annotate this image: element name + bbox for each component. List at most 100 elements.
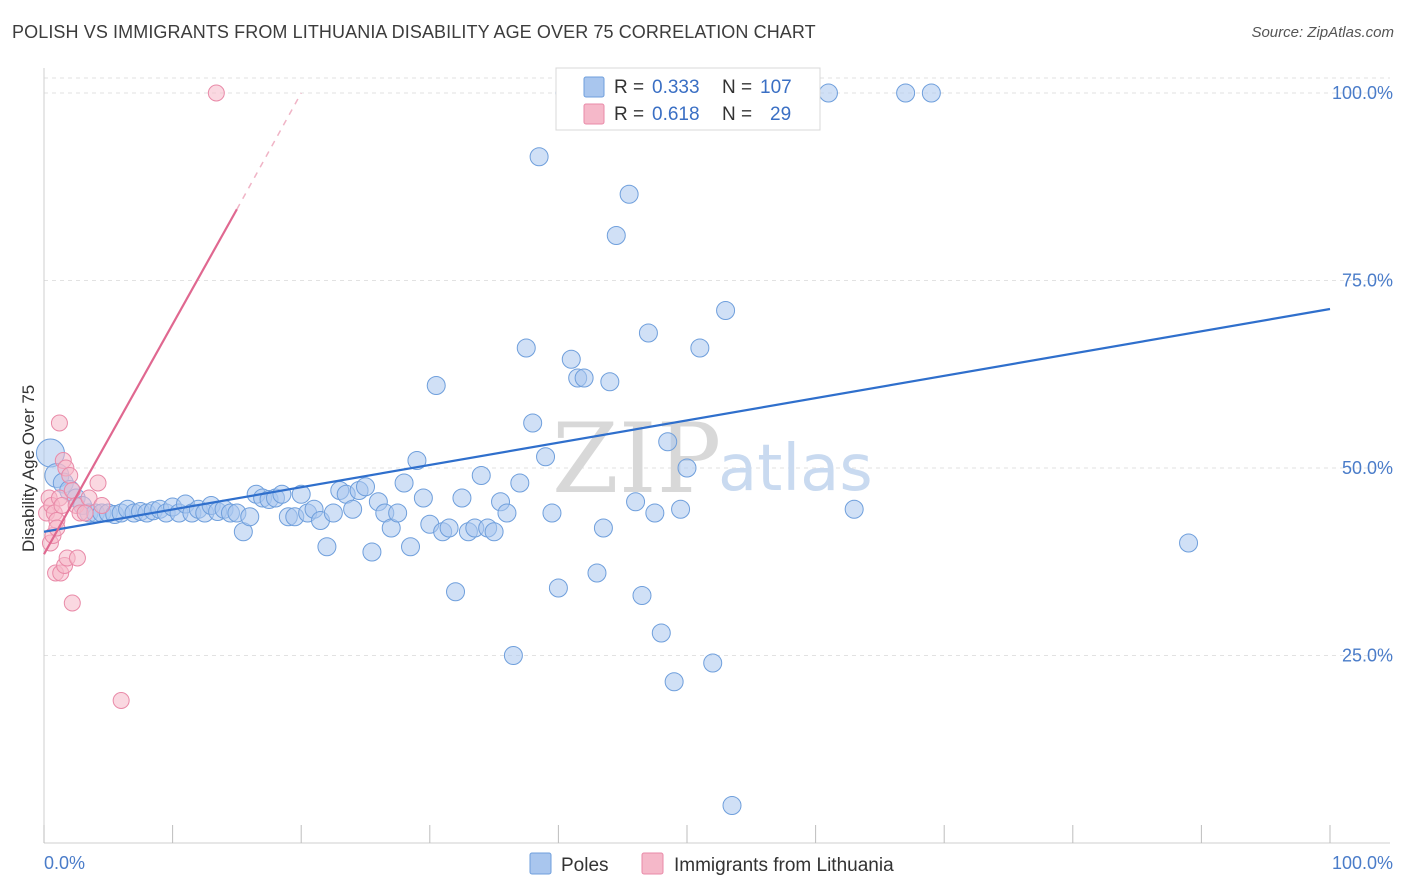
point-poles xyxy=(413,488,433,508)
x-tick-label-min: 0.0% xyxy=(44,853,85,873)
point-poles xyxy=(323,503,343,523)
chart-title: POLISH VS IMMIGRANTS FROM LITHUANIA DISA… xyxy=(12,22,816,42)
point-poles xyxy=(471,466,491,485)
point-poles xyxy=(536,447,556,467)
series-lithuania xyxy=(38,84,225,709)
y-tick-label: 25.0% xyxy=(1342,646,1393,666)
point-poles xyxy=(523,413,543,433)
point-lithuania xyxy=(76,504,94,522)
point-poles xyxy=(664,672,684,692)
point-poles xyxy=(426,376,446,395)
point-poles xyxy=(407,451,427,470)
legend-r-label-1: R = xyxy=(614,77,644,98)
y-tick-label: 100.0% xyxy=(1332,83,1393,103)
y-axis-label: Disability Age Over 75 xyxy=(19,385,38,552)
point-poles xyxy=(818,83,838,103)
point-lithuania xyxy=(50,414,68,432)
point-poles xyxy=(587,563,607,583)
point-poles xyxy=(343,499,363,519)
point-poles xyxy=(651,623,671,643)
point-poles xyxy=(722,796,742,815)
watermark: ZIP atlas xyxy=(552,403,873,515)
point-poles xyxy=(690,338,710,358)
bottom-legend-lithuania: Immigrants from Lithuania xyxy=(674,855,894,876)
point-lithuania xyxy=(63,482,81,499)
point-lithuania xyxy=(61,467,79,484)
point-poles xyxy=(921,83,941,103)
legend-n-label-1: N = xyxy=(722,77,752,98)
point-lithuania xyxy=(68,549,86,567)
point-poles xyxy=(548,578,568,598)
point-poles xyxy=(446,582,466,602)
point-poles xyxy=(593,518,613,538)
point-poles xyxy=(401,537,421,557)
point-poles xyxy=(439,518,459,538)
point-poles xyxy=(716,301,736,320)
x-ticks xyxy=(43,825,1331,843)
legend-n-value-1: 107 xyxy=(760,77,792,98)
point-poles xyxy=(394,473,414,493)
point-poles xyxy=(703,653,723,673)
point-poles xyxy=(561,349,581,369)
point-poles xyxy=(632,586,652,605)
bottom-legend-poles: Poles xyxy=(561,855,609,876)
point-lithuania xyxy=(80,489,98,507)
point-poles xyxy=(606,226,626,245)
legend-swatch-lithuania xyxy=(583,103,605,125)
point-poles xyxy=(452,488,472,508)
point-poles xyxy=(645,503,665,523)
legend-n-label-2: N = xyxy=(722,104,752,125)
bottom-legend: Poles Immigrants from Lithuania xyxy=(529,852,894,876)
y-tick-label: 50.0% xyxy=(1342,458,1393,478)
legend-r-value-1: 0.333 xyxy=(652,77,700,98)
point-lithuania xyxy=(207,84,225,102)
point-poles xyxy=(317,537,337,557)
point-lithuania xyxy=(112,692,130,709)
point-poles xyxy=(619,184,639,204)
point-poles xyxy=(574,368,594,388)
point-poles xyxy=(291,484,311,504)
point-poles xyxy=(658,432,678,452)
legend-r-label-2: R = xyxy=(614,104,644,125)
bottom-legend-swatch-poles xyxy=(529,852,552,875)
point-poles xyxy=(600,372,620,392)
y-tick-label: 75.0% xyxy=(1342,271,1393,291)
point-poles xyxy=(671,499,691,519)
trend-lines xyxy=(43,92,1331,555)
trend-line-poles xyxy=(43,307,1331,533)
point-poles xyxy=(626,492,646,512)
series-poles xyxy=(35,83,1199,815)
bottom-legend-swatch-lithuania xyxy=(641,852,664,875)
point-poles xyxy=(503,646,523,665)
legend-n-value-2: 29 xyxy=(770,104,791,125)
legend-r-value-2: 0.618 xyxy=(652,104,700,125)
point-poles xyxy=(484,522,504,542)
point-poles xyxy=(529,147,549,167)
source-label: Source: ZipAtlas.com xyxy=(1251,24,1394,41)
point-poles xyxy=(844,499,864,519)
grid xyxy=(44,77,1390,656)
point-poles xyxy=(542,503,562,523)
point-poles xyxy=(516,338,536,358)
point-lithuania xyxy=(93,497,111,514)
point-poles xyxy=(1179,533,1199,553)
point-poles xyxy=(240,507,260,527)
point-lithuania xyxy=(63,594,81,612)
x-tick-label-max: 100.0% xyxy=(1332,853,1393,873)
legend-box: R = 0.333 N = 107 R = 0.618 N = 29 xyxy=(555,67,821,131)
point-poles xyxy=(638,323,658,343)
trend-line-lithuania-extension xyxy=(236,92,302,210)
point-poles xyxy=(510,473,530,493)
watermark-atlas: atlas xyxy=(718,432,873,506)
point-poles xyxy=(677,458,697,478)
y-tick-labels: 25.0% 50.0% 75.0% 100.0% xyxy=(1332,83,1393,666)
legend-swatch-poles xyxy=(583,76,605,98)
point-poles xyxy=(356,477,375,497)
point-lithuania xyxy=(89,474,107,492)
point-poles xyxy=(362,542,382,562)
point-poles xyxy=(896,83,916,103)
trend-line-lithuania xyxy=(43,208,238,555)
point-poles xyxy=(497,503,517,523)
point-poles xyxy=(272,484,292,504)
